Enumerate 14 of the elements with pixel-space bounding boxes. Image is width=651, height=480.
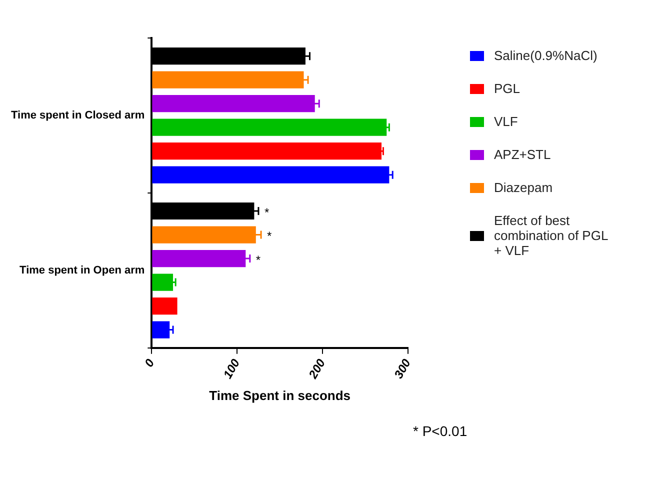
legend-label: Saline(0.9%NaCl) <box>494 48 598 63</box>
legend-label: Effect of best combination of PGL + VLF <box>494 213 609 258</box>
y-tick-label: Time spent in Open arm <box>20 264 145 276</box>
y-tick-label: Time spent in Closed arm <box>10 109 145 122</box>
data-label: * <box>264 205 270 220</box>
legend-label: VLF <box>494 114 519 129</box>
legend-label: PGL <box>494 81 522 96</box>
x-axis-title: Time Spent in seconds <box>209 388 351 403</box>
text: * P<0.01 <box>413 423 468 439</box>
legend-label: APZ+STL <box>494 147 552 162</box>
data-label: * <box>267 229 272 244</box>
x-tick-label: 0 <box>142 356 158 370</box>
legend-label: Diazepam <box>494 180 554 195</box>
data-label: * <box>256 252 261 267</box>
